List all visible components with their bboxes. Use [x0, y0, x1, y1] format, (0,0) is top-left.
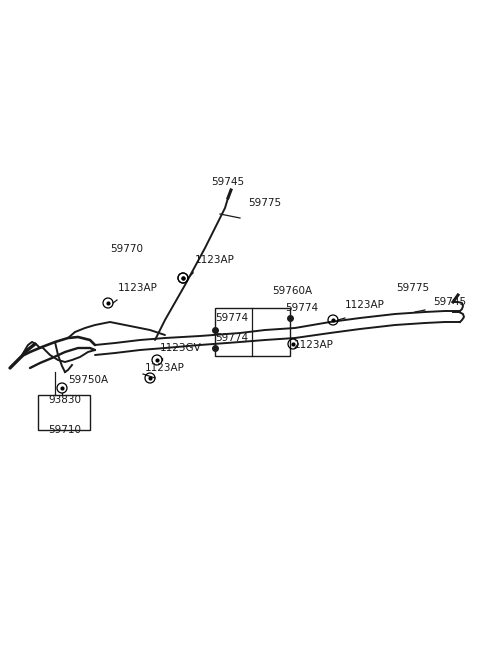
Text: 1123AP: 1123AP	[195, 255, 235, 265]
Text: 59745: 59745	[433, 297, 466, 307]
Text: 59760A: 59760A	[272, 286, 312, 296]
Text: 59774: 59774	[215, 333, 248, 343]
Bar	[215, 308, 290, 356]
Text: 1123AP: 1123AP	[294, 340, 334, 350]
Text: 59745: 59745	[211, 177, 245, 187]
Text: 59774: 59774	[215, 313, 248, 323]
Text: 1123AP: 1123AP	[345, 300, 385, 310]
Text: 59770: 59770	[110, 244, 143, 254]
Text: 59750A: 59750A	[68, 375, 108, 385]
Text: 59775: 59775	[396, 283, 429, 293]
Text: 1123AP: 1123AP	[145, 363, 185, 373]
Bar	[38, 395, 90, 430]
Text: 1123AP: 1123AP	[118, 283, 158, 293]
Text: 93830: 93830	[48, 395, 81, 405]
Text: 59775: 59775	[248, 198, 281, 208]
Text: 59710: 59710	[48, 425, 81, 435]
Text: 59774: 59774	[285, 303, 318, 313]
Text: 1123GV: 1123GV	[160, 343, 202, 353]
